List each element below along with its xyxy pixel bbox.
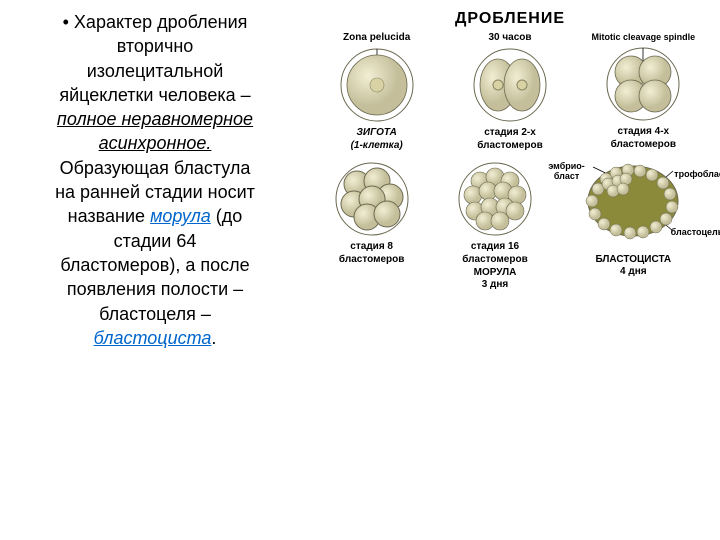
stage16-block: стадия 16 бластомеров МОРУЛА 3 дня (435, 159, 555, 290)
term-blastocyst: бластоциста (94, 328, 212, 348)
text-line: бластомеров), а после (60, 255, 249, 275)
zona-label: Zona pelucida (317, 32, 437, 43)
text-line: вторично (117, 36, 194, 56)
text-line: . (211, 328, 216, 348)
text-line: появления полости – (67, 279, 243, 299)
text-line: яйцеклетки человека – (59, 85, 250, 105)
stage2-block: 30 часов стадия 2-х бластомеров (450, 32, 570, 151)
text-line: изолецитальной (87, 61, 224, 81)
stage16-sublabel: бластомеров (435, 254, 555, 265)
stage16-icon (455, 159, 535, 239)
text-column: • Характер дробления вторично изолецитал… (10, 10, 310, 530)
stage8-block: стадия 8 бластомеров (312, 159, 432, 265)
embryoblast-label: эмбрио- бласт (548, 161, 584, 181)
stage4-label: стадия 4-х (583, 126, 703, 137)
bullet-marker: • (63, 12, 69, 32)
zygote-sublabel: (1-клетка) (317, 140, 437, 151)
zygote-icon (337, 45, 417, 125)
text-line: название (68, 206, 150, 226)
main-paragraph: • Характер дробления вторично изолецитал… (10, 10, 300, 350)
diagram-row-1: Zona pelucida ЗИГОТА (1-клетка) 30 часов (310, 32, 710, 151)
day3-label: 3 дня (435, 279, 555, 290)
text-line: Характер дробления (74, 12, 247, 32)
text-line: бластоцеля – (99, 304, 211, 324)
stage2-sublabel: бластомеров (450, 140, 570, 151)
blastocyst-label: БЛАСТОЦИСТА (558, 254, 708, 265)
stage16-label: стадия 16 (435, 241, 555, 252)
text-line: (до (211, 206, 243, 226)
trophoblast-label: трофобласт (674, 169, 720, 179)
stage4-icon (603, 44, 683, 124)
stage4-block: Mitotic cleavage spindle стадия 4-х блас… (583, 32, 703, 150)
zygote-label: ЗИГОТА (317, 127, 437, 138)
text-line: стадии 64 (114, 231, 197, 251)
morula-label: МОРУЛА (435, 267, 555, 278)
mitotic-label: Mitotic cleavage spindle (583, 32, 703, 42)
stage8-label: стадия 8 (312, 241, 432, 252)
text-line: Образующая бластула (60, 158, 251, 178)
term-morula: морула (150, 206, 211, 226)
stage8-sublabel: бластомеров (312, 254, 432, 265)
blastocyst-block: эмбрио- бласт трофобласт бластоцель БЛАС… (558, 159, 708, 277)
stage2-label: стадия 2-х (450, 127, 570, 138)
stage8-icon (332, 159, 412, 239)
zygote-block: Zona pelucida ЗИГОТА (1-клетка) (317, 32, 437, 151)
diagram-column: ДРОБЛЕНИЕ Zona pelucida ЗИГОТА (1-клетка… (310, 10, 710, 530)
diagram-row-2: стадия 8 бластомеров стадия 16 бластомер… (310, 159, 710, 290)
time-30h: 30 часов (450, 32, 570, 43)
day4-label: 4 дня (558, 266, 708, 277)
emphasis-text: асинхронное. (99, 133, 212, 153)
stage2-icon (470, 45, 550, 125)
diagram-title: ДРОБЛЕНИЕ (310, 10, 710, 28)
emphasis-text: полное неравномерное (57, 109, 253, 129)
blastocoel-label: бластоцель (671, 227, 720, 237)
text-line: на ранней стадии носит (55, 182, 255, 202)
stage4-sublabel: бластомеров (583, 139, 703, 150)
